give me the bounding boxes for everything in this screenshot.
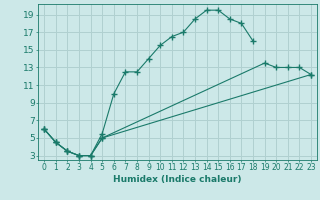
X-axis label: Humidex (Indice chaleur): Humidex (Indice chaleur) <box>113 175 242 184</box>
